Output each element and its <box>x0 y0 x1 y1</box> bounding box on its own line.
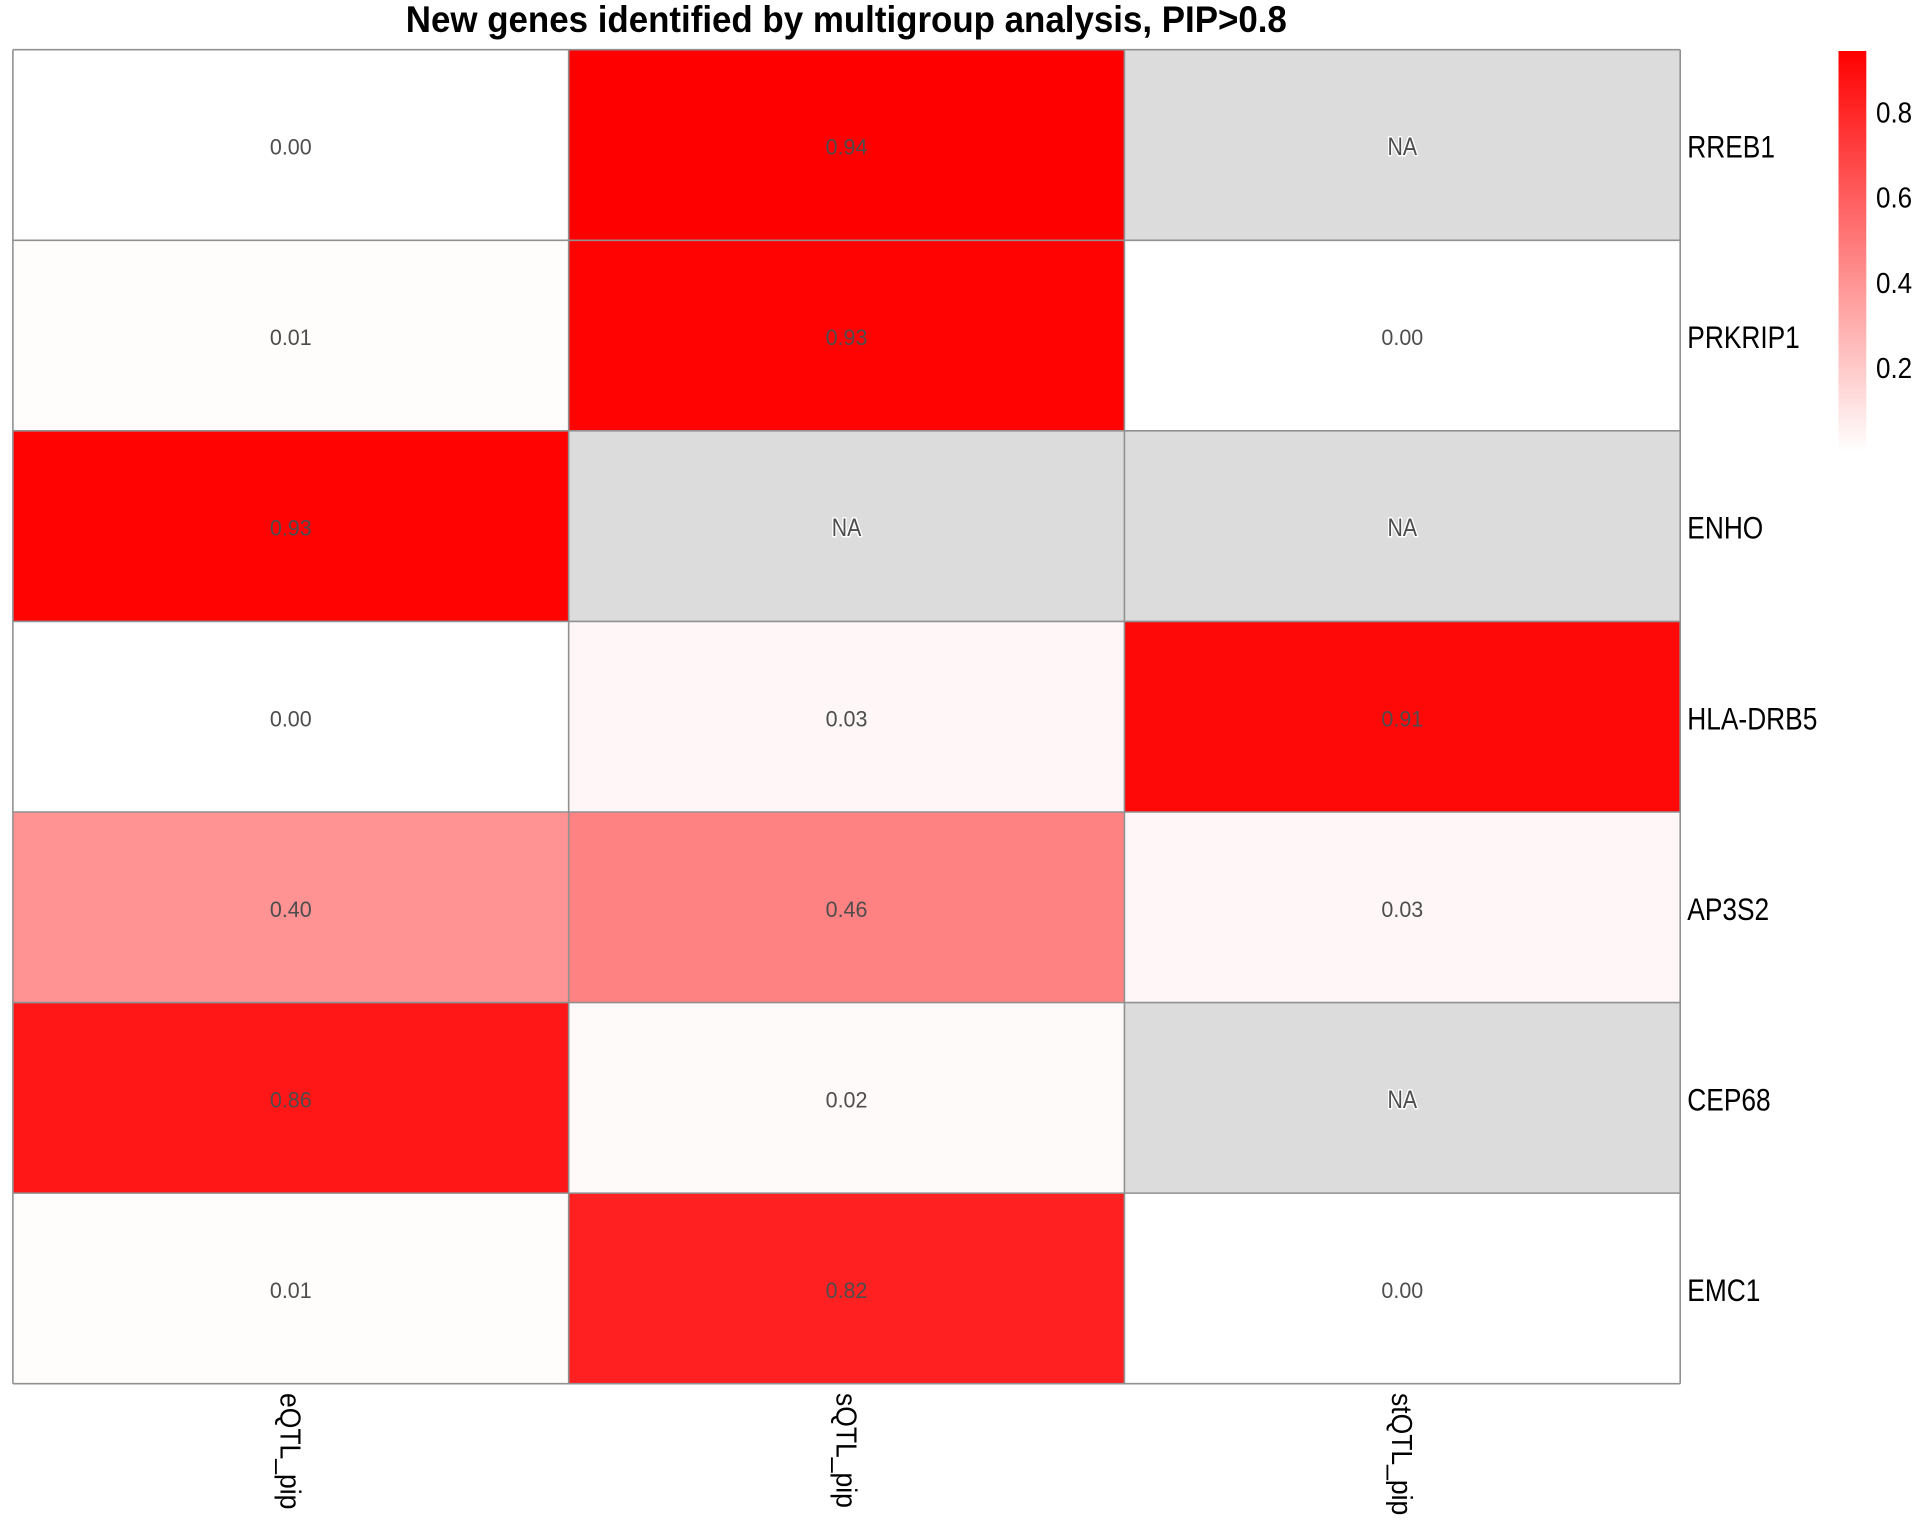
svg-text:RREB1: RREB1 <box>1687 131 1775 166</box>
svg-text:0.91: 0.91 <box>1381 706 1423 732</box>
svg-text:CEP68: CEP68 <box>1687 1083 1770 1118</box>
svg-text:New genes identified by multig: New genes identified by multigroup analy… <box>406 0 1287 40</box>
svg-text:0.4: 0.4 <box>1876 267 1912 300</box>
svg-text:0.03: 0.03 <box>1381 896 1423 922</box>
svg-text:NA: NA <box>1388 1085 1418 1113</box>
svg-text:stQTL_pip: stQTL_pip <box>1386 1393 1418 1515</box>
svg-text:0.00: 0.00 <box>270 706 312 732</box>
svg-text:0.00: 0.00 <box>1381 325 1423 351</box>
svg-text:NA: NA <box>1388 514 1418 542</box>
svg-text:PRKRIP1: PRKRIP1 <box>1687 321 1799 356</box>
svg-text:0.01: 0.01 <box>270 1278 312 1304</box>
svg-text:0.86: 0.86 <box>270 1087 312 1113</box>
svg-text:0.03: 0.03 <box>826 706 868 732</box>
svg-text:0.00: 0.00 <box>1381 1278 1423 1304</box>
svg-text:ENHO: ENHO <box>1687 512 1763 547</box>
svg-text:0.01: 0.01 <box>270 325 312 351</box>
svg-text:0.02: 0.02 <box>826 1087 868 1113</box>
svg-text:0.6: 0.6 <box>1876 181 1912 214</box>
svg-text:HLA-DRB5: HLA-DRB5 <box>1687 702 1817 737</box>
svg-text:0.00: 0.00 <box>270 134 312 160</box>
svg-text:0.82: 0.82 <box>826 1278 868 1304</box>
svg-text:NA: NA <box>832 514 862 542</box>
svg-text:0.46: 0.46 <box>826 896 868 922</box>
svg-text:0.40: 0.40 <box>270 896 312 922</box>
svg-text:sQTL_pip: sQTL_pip <box>830 1393 862 1508</box>
svg-text:NA: NA <box>1388 132 1418 160</box>
svg-text:AP3S2: AP3S2 <box>1687 893 1769 928</box>
svg-text:EMC1: EMC1 <box>1687 1274 1760 1309</box>
svg-text:0.93: 0.93 <box>270 515 312 541</box>
svg-text:0.93: 0.93 <box>826 325 868 351</box>
svg-text:0.8: 0.8 <box>1876 96 1912 129</box>
svg-text:0.2: 0.2 <box>1876 352 1912 385</box>
svg-text:0.94: 0.94 <box>826 134 868 160</box>
svg-text:eQTL_pip: eQTL_pip <box>274 1393 306 1509</box>
